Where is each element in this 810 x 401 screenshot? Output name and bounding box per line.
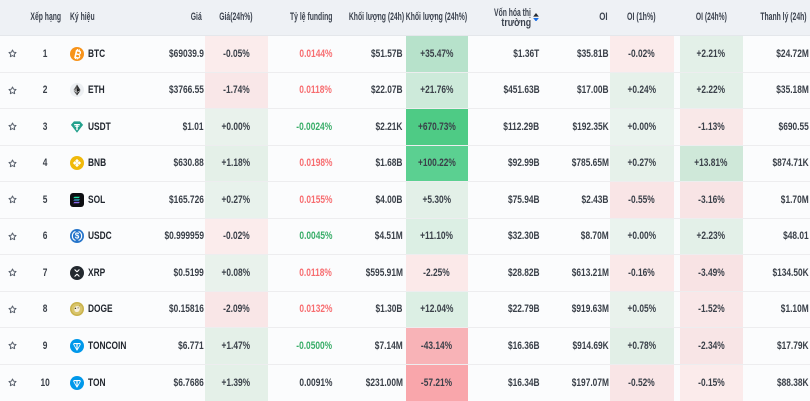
svg-text:$: $ [75,232,80,241]
